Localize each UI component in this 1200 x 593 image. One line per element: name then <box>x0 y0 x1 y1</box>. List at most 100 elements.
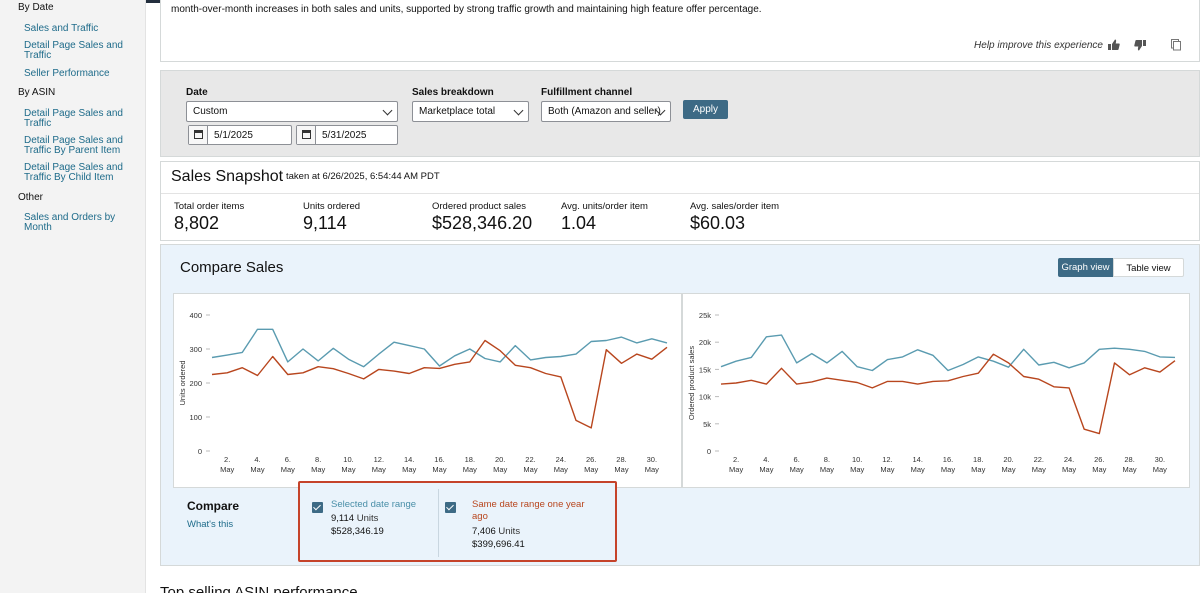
fulfillment-channel-select[interactable]: Both (Amazon and seller) <box>541 101 671 122</box>
x-tick-day: 12. <box>374 455 384 464</box>
previous-range-line <box>211 339 668 429</box>
x-tick-day: 28. <box>616 455 626 464</box>
x-tick-month: May <box>1092 465 1106 474</box>
selected-range-checkbox[interactable] <box>312 502 323 513</box>
sidebar-item-detail-page-sales-and-traffic[interactable]: Detail Page Sales and Traffic <box>24 40 123 61</box>
sales-breakdown-label: Sales breakdown <box>412 87 494 98</box>
x-tick-day: 6. <box>285 455 291 464</box>
x-tick-month: May <box>554 465 568 474</box>
x-tick-day: 24. <box>556 455 566 464</box>
thumbs-up-icon[interactable] <box>1107 38 1121 52</box>
compare-legend: Selected date range 9,114 Units $528,346… <box>298 481 617 562</box>
x-tick-month: May <box>1032 465 1046 474</box>
sidebar-item-seller-performance[interactable]: Seller Performance <box>24 68 110 79</box>
x-tick-month: May <box>584 465 598 474</box>
metric-label-avg-sales: Avg. sales/order item <box>690 201 780 212</box>
date-range-value: Custom <box>193 106 228 117</box>
selected-range-units-suffix: Units <box>356 513 379 524</box>
x-tick-day: 28. <box>1124 455 1134 464</box>
y-tick-label: 300 <box>189 345 202 354</box>
x-tick-day: 20. <box>495 455 505 464</box>
end-date-input[interactable]: 5/31/2025 <box>296 125 398 145</box>
x-tick-day: 2. <box>224 455 230 464</box>
sidebar-item-sales-and-traffic[interactable]: Sales and Traffic <box>24 23 99 34</box>
x-tick-month: May <box>1062 465 1076 474</box>
apply-button[interactable]: Apply <box>683 100 728 119</box>
metric-value-avg-units: 1.04 <box>561 213 597 233</box>
metric-value-total-order-items: 8,802 <box>174 213 220 233</box>
x-tick-month: May <box>402 465 416 474</box>
x-tick-day: 10. <box>852 455 862 464</box>
x-tick-day: 14. <box>913 455 923 464</box>
sidebar-item-sales-orders-by-month[interactable]: Sales and Orders by Month <box>24 212 116 233</box>
selected-range-name: Selected date range <box>331 499 417 510</box>
compare-label: Compare <box>187 499 240 513</box>
previous-range-name: Same date range one year ago <box>472 499 585 522</box>
sidebar-item-asin-child-item[interactable]: Detail Page Sales and Traffic By Child I… <box>24 162 123 183</box>
previous-range-line <box>720 353 1176 435</box>
start-date-value: 5/1/2025 <box>214 130 253 141</box>
x-tick-month: May <box>759 465 773 474</box>
filter-bar: Date Custom 5/1/2025 5/31/2025 Sales bre… <box>160 70 1200 157</box>
previous-range-sales: $399,696.41 <box>472 539 525 550</box>
date-range-select[interactable]: Custom <box>186 101 398 122</box>
table-view-button[interactable]: Table view <box>1113 258 1184 277</box>
x-tick-month: May <box>880 465 894 474</box>
chevron-down-icon <box>513 105 524 116</box>
x-tick-day: 16. <box>943 455 953 464</box>
calendar-icon[interactable] <box>189 126 208 144</box>
units-ordered-chart: 0 100 200 300 400 Units ordered 2. May 4. May 6. Ma… <box>173 293 682 488</box>
x-tick-day: 22. <box>525 455 535 464</box>
x-tick-month: May <box>729 465 743 474</box>
x-tick-month: May <box>220 465 234 474</box>
metric-label-units-ordered: Units ordered <box>303 201 361 212</box>
calendar-icon[interactable] <box>297 126 316 144</box>
x-tick-month: May <box>790 465 804 474</box>
x-tick-month: May <box>820 465 834 474</box>
sales-snapshot-title: Sales Snapshot <box>171 168 284 185</box>
y-axis-label: Units ordered <box>178 360 187 405</box>
x-tick-day: 8. <box>315 455 321 464</box>
x-tick-month: May <box>341 465 355 474</box>
chevron-down-icon <box>382 105 393 116</box>
x-tick-month: May <box>614 465 628 474</box>
x-tick-month: May <box>911 465 925 474</box>
x-tick-month: May <box>1153 465 1167 474</box>
x-tick-day: 4. <box>254 455 260 464</box>
graph-view-button[interactable]: Graph view <box>1058 258 1113 277</box>
x-tick-day: 22. <box>1034 455 1044 464</box>
x-tick-month: May <box>850 465 864 474</box>
sales-breakdown-select[interactable]: Marketplace total <box>412 101 529 122</box>
metric-label-avg-units: Avg. units/order item <box>561 201 648 212</box>
y-tick-label: 25k <box>699 311 711 320</box>
ordered-product-sales-chart: 0 5k 10k 15k 20k 25k Ordered product sales 2. Ma… <box>682 293 1190 488</box>
sidebar-heading-other: Other <box>18 192 44 203</box>
previous-range-units-value: 7,406 <box>472 526 496 537</box>
copy-icon[interactable] <box>1169 38 1183 52</box>
x-tick-day: 12. <box>882 455 892 464</box>
whats-this-link[interactable]: What's this <box>187 519 234 530</box>
metric-value-avg-sales: $60.03 <box>690 213 746 233</box>
snapshot-timestamp: taken at 6/26/2025, 6:54:44 AM PDT <box>286 171 440 182</box>
thumbs-down-icon[interactable] <box>1133 38 1147 52</box>
start-date-input[interactable]: 5/1/2025 <box>188 125 292 145</box>
legend-divider <box>438 489 439 557</box>
top-selling-asin-title: Top selling ASIN performance <box>160 584 358 593</box>
selected-range-units: 9,114 Units <box>331 513 378 524</box>
y-tick-label: 5k <box>703 420 711 429</box>
x-tick-month: May <box>523 465 537 474</box>
selected-range-line <box>720 334 1176 372</box>
x-tick-day: 20. <box>1003 455 1013 464</box>
y-tick-label: 15k <box>699 365 711 374</box>
sidebar-item-asin-detail-page[interactable]: Detail Page Sales and Traffic <box>24 108 123 129</box>
x-tick-day: 30. <box>1155 455 1165 464</box>
main-content: month-over-month increases in both sales… <box>146 0 1200 593</box>
sales-breakdown-value: Marketplace total <box>419 106 496 117</box>
selected-range-sales: $528,346.19 <box>331 526 384 537</box>
y-tick-label: 20k <box>699 338 711 347</box>
sidebar-item-asin-parent-item[interactable]: Detail Page Sales and Traffic By Parent … <box>24 135 123 156</box>
x-tick-day: 26. <box>1094 455 1104 464</box>
previous-range-checkbox[interactable] <box>445 502 456 513</box>
